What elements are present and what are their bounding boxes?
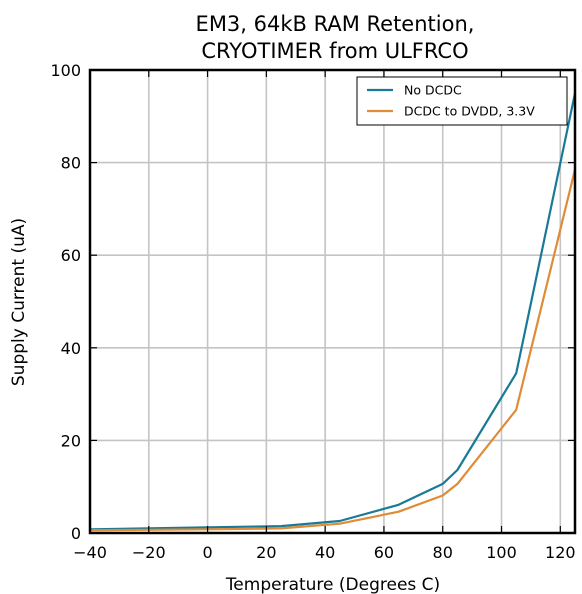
chart-title-line-1: EM3, 64kB RAM Retention, [196,12,475,36]
x-tick-label: 100 [486,543,517,562]
y-tick-label: 0 [71,524,81,543]
x-axis-label: Temperature (Degrees C) [225,575,440,594]
series-lines [90,92,575,532]
y-axis-label: Supply Current (uA) [9,218,29,386]
chart-title: EM3, 64kB RAM Retention, CRYOTIMER from … [196,12,475,63]
x-tick-label: 60 [374,543,394,562]
x-tick-label: 80 [433,543,453,562]
series-line-2 [90,169,575,532]
x-tick-label: −40 [73,543,107,562]
axis-ticks: −40 −20 0 20 40 60 80 100 120 0 20 40 60 80 100 [50,61,575,562]
legend-box [356,76,568,126]
legend-label: No DCDC [404,83,462,98]
series-line-1 [90,92,575,531]
chart-title-line-2: CRYOTIMER from ULFRCO [201,39,468,63]
x-tick-label: −20 [132,543,166,562]
x-tick-label: 40 [315,543,335,562]
y-tick-label: 60 [61,246,81,265]
x-tick-label: 20 [256,543,276,562]
x-tick-label: 0 [202,543,212,562]
y-tick-label: 100 [50,61,81,80]
y-tick-label: 80 [61,154,81,173]
x-tick-label: 120 [545,543,576,562]
legend-label: DCDC to DVDD, 3.3V [404,104,535,119]
legend: No DCDC DCDC to DVDD, 3.3V [356,76,568,126]
y-tick-label: 20 [61,431,81,450]
y-tick-label: 40 [61,339,81,358]
plot-area-frame [88,68,577,535]
grid [90,70,575,533]
